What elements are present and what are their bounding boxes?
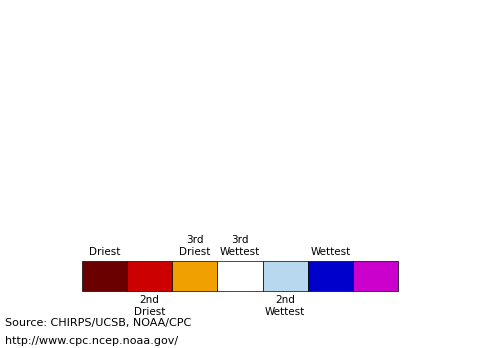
Text: 3rd
Driest: 3rd Driest — [179, 236, 210, 257]
Text: http://www.cpc.ncep.noaa.gov/: http://www.cpc.ncep.noaa.gov/ — [5, 335, 178, 346]
Text: Wettest: Wettest — [311, 247, 350, 257]
Text: 2nd
Wettest: 2nd Wettest — [265, 295, 305, 317]
FancyBboxPatch shape — [127, 261, 172, 291]
Text: 3rd
Wettest: 3rd Wettest — [220, 236, 260, 257]
Text: Source: CHIRPS/UCSB, NOAA/CPC: Source: CHIRPS/UCSB, NOAA/CPC — [5, 318, 191, 328]
FancyBboxPatch shape — [308, 261, 353, 291]
FancyBboxPatch shape — [353, 261, 398, 291]
FancyBboxPatch shape — [263, 261, 308, 291]
Text: Driest: Driest — [88, 247, 120, 257]
FancyBboxPatch shape — [172, 261, 217, 291]
FancyBboxPatch shape — [82, 261, 127, 291]
FancyBboxPatch shape — [217, 261, 263, 291]
Text: 2nd
Driest: 2nd Driest — [134, 295, 165, 317]
